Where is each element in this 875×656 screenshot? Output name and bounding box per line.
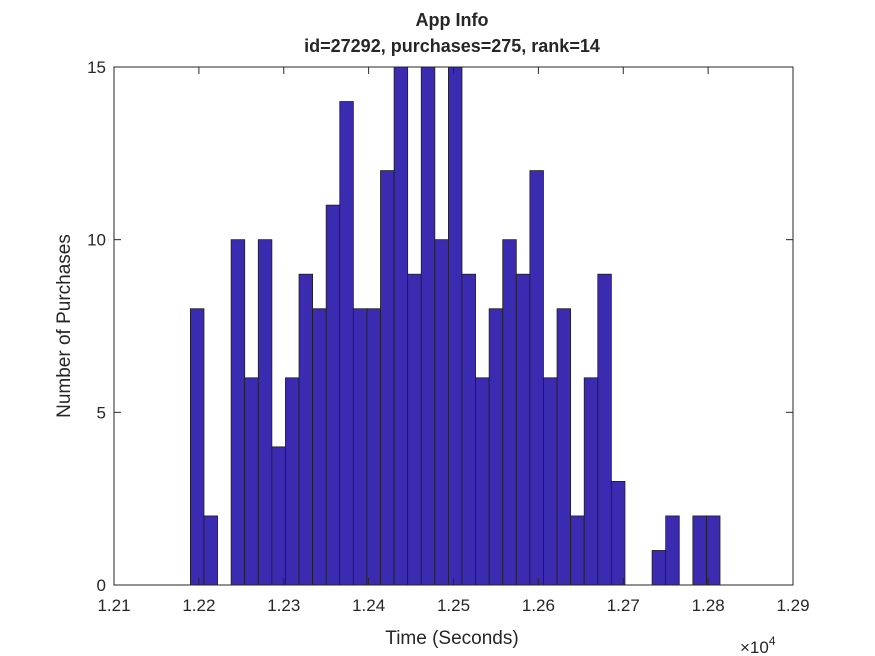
x-tick-label: 1.26 xyxy=(522,596,555,615)
histogram-bar xyxy=(543,377,558,586)
x-tick-label: 1.21 xyxy=(97,596,130,615)
y-tick-label: 15 xyxy=(87,58,106,77)
histogram-bar xyxy=(515,273,531,586)
x-tick-label: 1.28 xyxy=(692,596,725,615)
histogram-bar xyxy=(203,515,218,586)
histogram-bar xyxy=(597,273,612,586)
y-tick-label: 5 xyxy=(97,403,106,422)
histogram-bar xyxy=(352,308,368,586)
histogram-bar xyxy=(244,377,259,586)
histogram-bar xyxy=(665,515,680,586)
histogram-bar xyxy=(257,239,273,586)
y-axis-label: Number of Purchases xyxy=(54,234,75,418)
histogram-bar xyxy=(570,515,585,586)
histogram-bar xyxy=(339,101,354,586)
histogram-bar xyxy=(583,377,599,586)
histogram-bar xyxy=(706,515,721,586)
bars-group xyxy=(189,66,721,586)
histogram-bar xyxy=(407,273,422,586)
y-tick-label: 10 xyxy=(87,231,106,250)
histogram-bar xyxy=(461,273,476,586)
x-axis-label: Time (Seconds) xyxy=(385,628,518,649)
histogram-bar xyxy=(271,446,286,586)
histogram-bar xyxy=(475,377,490,586)
histogram-bar xyxy=(393,66,409,586)
histogram-bar xyxy=(230,239,246,586)
histogram-bar xyxy=(325,204,341,586)
histogram-bar xyxy=(502,239,517,586)
histogram-bar xyxy=(285,377,300,586)
histogram-bar xyxy=(529,170,544,586)
x-tick-label: 1.29 xyxy=(776,596,809,615)
x-tick-label: 1.27 xyxy=(607,596,640,615)
histogram-bar xyxy=(651,550,667,586)
x-exponent-base: ×10 xyxy=(740,638,769,656)
histogram-bar xyxy=(488,308,504,586)
histogram-bar xyxy=(692,515,707,586)
histogram-bar xyxy=(420,66,436,586)
ticks-group: 1.21 1.22 1.23 1.24 1.25 1.26 1.27 1.28 1.29 0 5 10… xyxy=(87,58,809,615)
x-exponent-power: 4 xyxy=(769,634,776,648)
x-tick-label: 1.22 xyxy=(182,596,215,615)
histogram-bar xyxy=(312,308,327,586)
histogram-bar xyxy=(380,170,395,586)
histogram-bar xyxy=(298,273,314,586)
x-tick-label: 1.23 xyxy=(267,596,300,615)
histogram-bar xyxy=(448,66,463,586)
x-tick-label: 1.24 xyxy=(352,596,385,615)
histogram-bar xyxy=(189,308,205,586)
x-tick-label: 1.25 xyxy=(437,596,470,615)
histogram-bar xyxy=(556,308,572,586)
histogram-bar xyxy=(366,308,381,586)
y-tick-label: 0 xyxy=(97,576,106,595)
histogram-bar xyxy=(610,480,626,586)
x-exponent-label: ×104 xyxy=(740,634,776,656)
chart-subtitle: id=27292, purchases=275, rank=14 xyxy=(304,36,600,56)
histogram-bar xyxy=(434,239,449,586)
chart-title: App Info xyxy=(416,10,489,30)
